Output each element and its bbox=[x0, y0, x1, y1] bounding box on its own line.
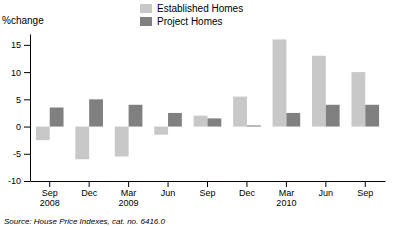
y-tick: 0 bbox=[16, 122, 30, 132]
y-tick: -10 bbox=[8, 176, 30, 186]
y-tick-mark bbox=[24, 127, 30, 128]
y-tick-mark bbox=[24, 99, 30, 100]
x-tick-label-line: Mar bbox=[121, 188, 137, 198]
y-tick-label: 10 bbox=[11, 67, 21, 77]
x-tick-label: Mar2009 bbox=[119, 188, 139, 208]
bar bbox=[233, 97, 247, 127]
x-tick-label: Sep bbox=[357, 188, 373, 198]
legend-label: Project Homes bbox=[157, 16, 223, 27]
y-tick-mark bbox=[24, 45, 30, 46]
x-tick-label: Sep bbox=[199, 188, 215, 198]
x-tick-label-line: Dec bbox=[239, 188, 256, 198]
bar bbox=[351, 72, 365, 126]
y-tick-mark bbox=[24, 72, 30, 73]
x-tick: Dec bbox=[239, 181, 256, 198]
bar bbox=[208, 118, 222, 126]
x-tick-mark bbox=[365, 181, 366, 187]
bar bbox=[312, 56, 326, 127]
x-tick: Jun bbox=[319, 181, 334, 198]
x-tick-label: Dec bbox=[81, 188, 98, 198]
bar bbox=[365, 105, 379, 127]
y-tick-label: 5 bbox=[16, 95, 21, 105]
bar bbox=[154, 127, 168, 135]
legend-swatch bbox=[140, 17, 152, 26]
bar bbox=[273, 39, 287, 126]
x-tick: Dec bbox=[81, 181, 98, 198]
x-tick-label-line: Jun bbox=[161, 188, 176, 198]
source-note: Source: House Price Indexes, cat. no. 64… bbox=[4, 217, 166, 226]
y-tick-mark bbox=[24, 154, 30, 155]
x-tick-label: Dec bbox=[239, 188, 256, 198]
plot: Sep2008DecMar2009JunSepDecMar2010JunSep-… bbox=[8, 35, 386, 209]
x-tick-label-line: 2010 bbox=[276, 198, 296, 208]
bar bbox=[129, 105, 143, 127]
x-tick-label-line: Jun bbox=[319, 188, 334, 198]
bar bbox=[75, 127, 89, 160]
x-tick-label: Jun bbox=[161, 188, 176, 198]
x-tick-mark bbox=[246, 181, 247, 187]
legend-swatch bbox=[140, 4, 152, 13]
bar bbox=[89, 99, 103, 126]
x-tick: Sep bbox=[199, 181, 215, 198]
x-tick: Sep2008 bbox=[40, 181, 60, 208]
x-tick-mark bbox=[49, 181, 50, 187]
chart-container: Sep2008DecMar2009JunSepDecMar2010JunSep-… bbox=[0, 0, 397, 227]
bar bbox=[36, 127, 50, 141]
bars bbox=[36, 39, 379, 159]
x-tick-mark bbox=[325, 181, 326, 187]
bar bbox=[194, 116, 208, 127]
legend-label: Established Homes bbox=[157, 3, 243, 14]
legend-item: Project Homes bbox=[140, 16, 223, 27]
x-tick-label-line: Dec bbox=[81, 188, 98, 198]
y-axis-line bbox=[30, 35, 31, 182]
x-tick-mark bbox=[207, 181, 208, 187]
x-tick-mark bbox=[286, 181, 287, 187]
x-tick-label: Jun bbox=[319, 188, 334, 198]
bar bbox=[168, 113, 182, 127]
x-tick-label-line: Sep bbox=[199, 188, 215, 198]
y-tick: 15 bbox=[11, 40, 30, 50]
y-tick-label: 15 bbox=[11, 40, 21, 50]
y-tick-mark bbox=[24, 181, 30, 182]
x-axis: Sep2008DecMar2009JunSepDecMar2010JunSep bbox=[31, 181, 386, 208]
legend-item: Established Homes bbox=[140, 3, 243, 14]
x-tick-label: Sep2008 bbox=[40, 188, 60, 208]
x-tick-label-line: Sep bbox=[42, 188, 58, 198]
x-tick-label-line: 2009 bbox=[119, 198, 139, 208]
x-tick-label-line: Mar bbox=[279, 188, 295, 198]
x-tick: Mar2009 bbox=[119, 181, 139, 208]
bar-series bbox=[36, 39, 365, 159]
x-tick-mark bbox=[168, 181, 169, 187]
y-tick-label: 0 bbox=[16, 122, 21, 132]
bar bbox=[247, 125, 261, 126]
legend: Established Homes Project Homes bbox=[140, 3, 243, 27]
y-axis: -10 -5 0 5 10 15 bbox=[8, 35, 31, 187]
x-tick: Sep bbox=[357, 181, 373, 198]
bar bbox=[286, 113, 300, 127]
x-tick: Mar2010 bbox=[276, 181, 296, 208]
x-tick: Jun bbox=[161, 181, 176, 198]
y-tick-label: -10 bbox=[8, 176, 21, 186]
y-tick: 10 bbox=[11, 67, 30, 77]
x-tick-mark bbox=[89, 181, 90, 187]
bar bbox=[115, 127, 129, 157]
bar bbox=[50, 108, 64, 127]
bar-series bbox=[50, 99, 379, 126]
x-tick-label-line: Sep bbox=[357, 188, 373, 198]
x-tick-label: Mar2010 bbox=[276, 188, 296, 208]
y-tick: 5 bbox=[16, 95, 30, 105]
y-tick-label: -5 bbox=[13, 149, 21, 159]
x-tick-label-line: 2008 bbox=[40, 198, 60, 208]
x-tick-mark bbox=[128, 181, 129, 187]
y-axis-title: %change bbox=[2, 15, 44, 26]
y-tick: -5 bbox=[13, 149, 30, 159]
chart-svg: Sep2008DecMar2009JunSepDecMar2010JunSep-… bbox=[0, 0, 397, 227]
bar bbox=[326, 105, 340, 127]
